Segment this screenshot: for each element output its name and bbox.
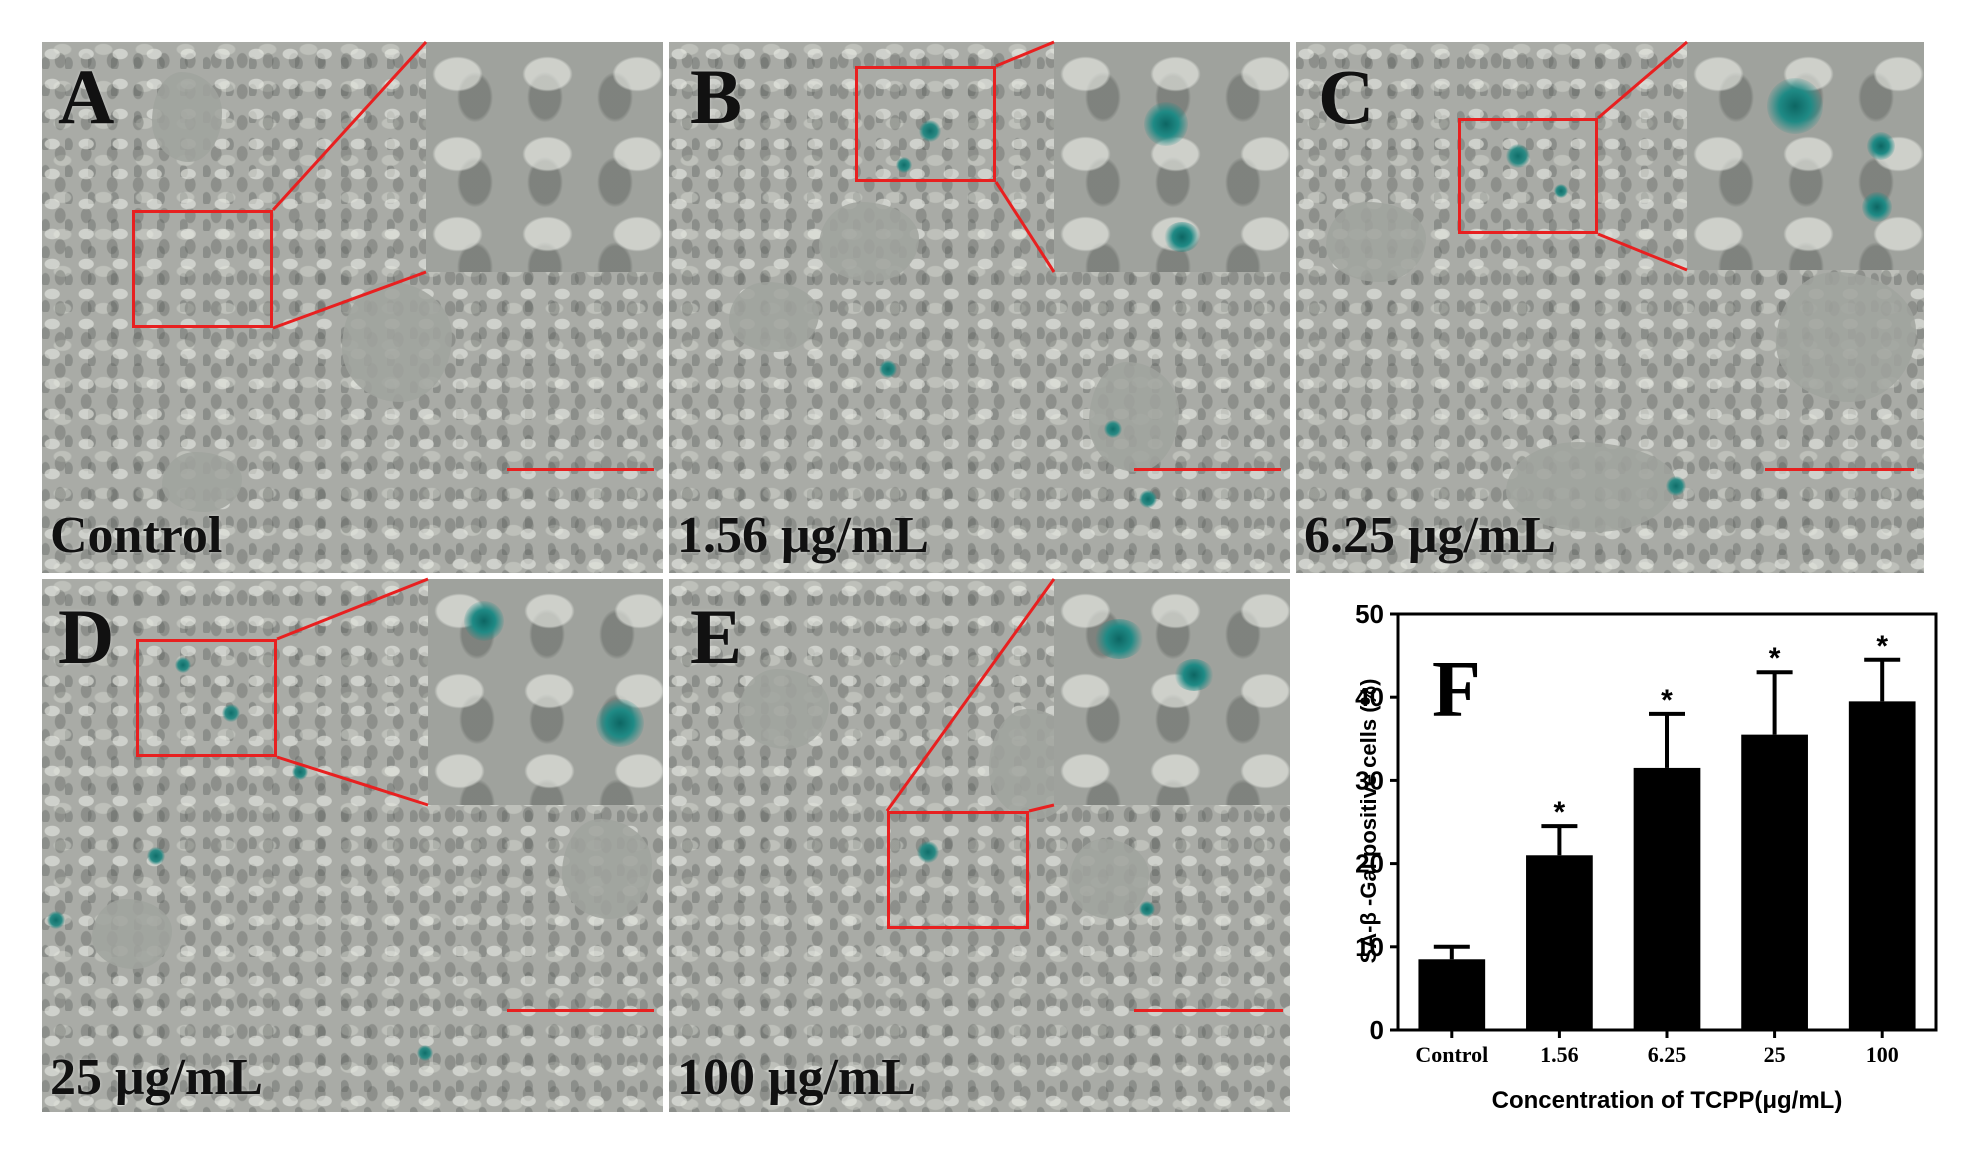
scale-bar-b	[1134, 468, 1281, 471]
significance-mark-2: *	[1661, 684, 1673, 717]
x-axis-label: Concentration of TCPP(μg/mL)	[1492, 1087, 1843, 1114]
panel-label-control: Control	[50, 507, 223, 564]
bar-3	[1741, 734, 1808, 1030]
magnified-inset-c	[1687, 42, 1924, 270]
bar-4	[1848, 701, 1916, 1030]
scale-bar-d	[507, 1009, 654, 1012]
significance-mark-3: *	[1769, 642, 1781, 675]
roi-box-e	[887, 811, 1029, 929]
magnified-inset-b	[1054, 42, 1290, 272]
panel-letter-c: C	[1318, 53, 1375, 140]
panel-letter-d: D	[58, 593, 115, 680]
x-tick-label-4: 100	[1866, 1042, 1899, 1067]
chart-panel-letter: F	[1432, 646, 1481, 734]
x-tick-label-1: 1.56	[1540, 1042, 1579, 1067]
panel-label-25: 25 μg/mL	[50, 1049, 263, 1106]
y-axis-label: SA-β -Gal positive cells (%)	[1356, 679, 1381, 964]
significance-mark-4: *	[1876, 630, 1888, 663]
micrograph-panel-c	[1296, 42, 1924, 573]
scale-bar-a	[507, 468, 654, 471]
micrograph-panel-d	[42, 579, 663, 1112]
roi-box-c	[1458, 118, 1598, 234]
significance-mark-1: *	[1554, 796, 1566, 829]
y-tick-label-5: 50	[1355, 599, 1384, 629]
magnified-inset-e	[1054, 579, 1290, 805]
roi-box-d	[136, 639, 277, 757]
y-tick-label-3: 30	[1355, 765, 1384, 795]
scale-bar-c	[1765, 468, 1914, 471]
micrograph-panel-e	[669, 579, 1290, 1112]
micrograph-panel-b	[669, 42, 1290, 573]
panel-label-100: 100 μg/mL	[677, 1049, 916, 1106]
panel-label-6-25: 6.25 μg/mL	[1304, 507, 1556, 564]
magnified-inset-a	[426, 42, 663, 272]
bar-0	[1418, 959, 1486, 1030]
bar-2	[1633, 767, 1701, 1030]
y-tick-label-1: 10	[1355, 932, 1384, 962]
x-tick-label-3: 25	[1764, 1042, 1786, 1067]
roi-box-b	[855, 66, 996, 182]
y-tick-label-4: 40	[1355, 682, 1384, 712]
magnified-inset-d	[428, 579, 663, 805]
y-tick-label-0: 0	[1370, 1015, 1384, 1045]
y-tick-label-2: 20	[1355, 849, 1384, 879]
x-tick-label-0: Control	[1415, 1042, 1488, 1067]
bar-1	[1526, 855, 1593, 1030]
bar-chart-panel-f: F SA-β -Gal positive cells (%) Concentra…	[1355, 599, 1938, 1114]
scale-bar-e	[1134, 1009, 1283, 1012]
micrograph-panel-a	[42, 42, 663, 573]
panel-letter-a: A	[58, 53, 115, 140]
panel-label-1-56: 1.56 μg/mL	[677, 507, 929, 564]
panel-letter-e: E	[690, 593, 743, 680]
roi-box-a	[132, 210, 273, 328]
panel-letter-b: B	[690, 53, 743, 140]
x-tick-label-2: 6.25	[1648, 1042, 1687, 1067]
